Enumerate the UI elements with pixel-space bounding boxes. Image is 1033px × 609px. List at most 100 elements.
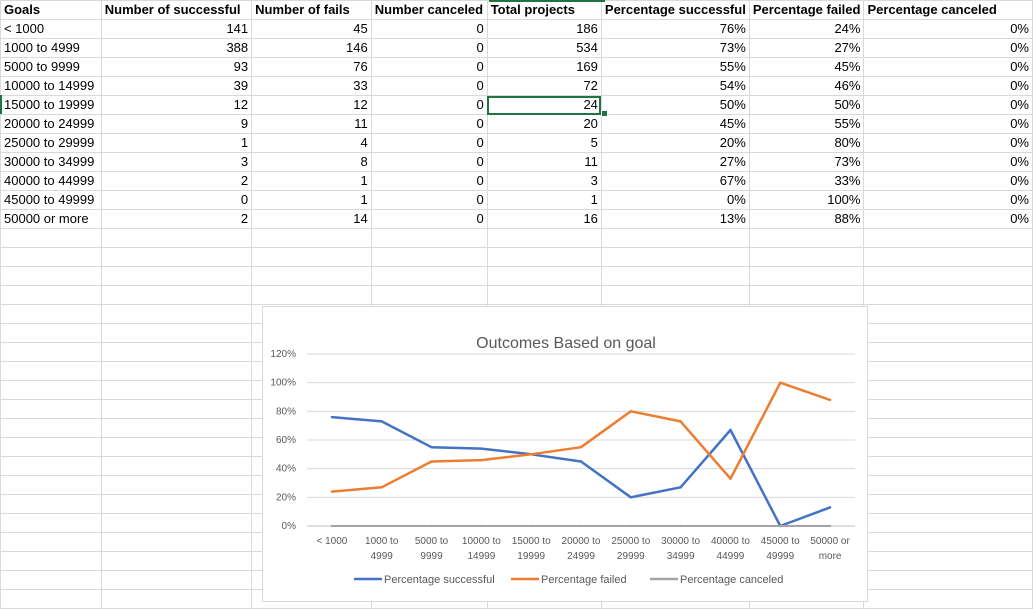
value-cell[interactable]: 0 (370, 171, 488, 191)
value-cell[interactable]: 1 (251, 171, 372, 191)
empty-cell[interactable] (863, 532, 1033, 552)
value-cell[interactable]: 0% (863, 57, 1033, 77)
value-cell[interactable]: 12 (251, 95, 372, 115)
goal-cell[interactable]: 10000 to 14999 (0, 76, 102, 96)
empty-cell[interactable] (863, 266, 1033, 286)
value-cell[interactable]: 0 (370, 190, 488, 210)
value-cell[interactable]: 14 (251, 209, 372, 229)
header-cell[interactable]: Number of successful (100, 0, 253, 20)
value-cell[interactable]: 54% (600, 76, 750, 96)
value-cell[interactable]: 50% (600, 95, 750, 115)
value-cell[interactable]: 0% (863, 114, 1033, 134)
value-cell[interactable]: 20 (486, 114, 602, 134)
value-cell[interactable]: 0% (863, 152, 1033, 172)
empty-cell[interactable] (0, 551, 102, 571)
value-cell[interactable]: 0 (370, 76, 488, 96)
value-cell[interactable]: 1 (100, 133, 253, 153)
empty-cell[interactable] (251, 266, 372, 286)
value-cell[interactable]: 534 (486, 38, 602, 58)
empty-cell[interactable] (863, 513, 1033, 533)
empty-cell[interactable] (0, 342, 102, 362)
empty-cell[interactable] (100, 342, 253, 362)
empty-cell[interactable] (100, 285, 253, 305)
value-cell[interactable]: 93 (100, 57, 253, 77)
value-cell[interactable]: 76 (251, 57, 372, 77)
empty-cell[interactable] (0, 437, 102, 457)
value-cell[interactable]: 11 (486, 152, 602, 172)
header-cell[interactable]: Percentage successful (600, 0, 750, 20)
header-cell[interactable]: Number canceled (370, 0, 488, 20)
empty-cell[interactable] (600, 228, 750, 248)
value-cell[interactable]: 0 (370, 95, 488, 115)
value-cell[interactable]: 0% (863, 95, 1033, 115)
empty-cell[interactable] (370, 266, 488, 286)
empty-cell[interactable] (748, 247, 865, 267)
value-cell[interactable]: 73% (748, 152, 865, 172)
value-cell[interactable]: 3 (486, 171, 602, 191)
value-cell[interactable]: 55% (748, 114, 865, 134)
value-cell[interactable]: 45% (748, 57, 865, 77)
empty-cell[interactable] (100, 361, 253, 381)
value-cell[interactable]: 9 (100, 114, 253, 134)
empty-cell[interactable] (863, 589, 1033, 609)
header-cell[interactable]: Total projects (486, 0, 602, 20)
empty-cell[interactable] (100, 399, 253, 419)
empty-cell[interactable] (0, 304, 102, 324)
value-cell[interactable]: 24 (486, 95, 602, 115)
empty-cell[interactable] (0, 494, 102, 514)
empty-cell[interactable] (251, 285, 372, 305)
empty-cell[interactable] (486, 247, 602, 267)
value-cell[interactable]: 45 (251, 19, 372, 39)
empty-cell[interactable] (0, 513, 102, 533)
empty-cell[interactable] (0, 589, 102, 609)
empty-cell[interactable] (0, 361, 102, 381)
value-cell[interactable]: 33 (251, 76, 372, 96)
empty-cell[interactable] (100, 494, 253, 514)
empty-cell[interactable] (0, 285, 102, 305)
empty-cell[interactable] (100, 418, 253, 438)
goal-cell[interactable]: 40000 to 44999 (0, 171, 102, 191)
empty-cell[interactable] (100, 247, 253, 267)
value-cell[interactable]: 20% (600, 133, 750, 153)
empty-cell[interactable] (0, 380, 102, 400)
empty-cell[interactable] (863, 323, 1033, 343)
empty-cell[interactable] (251, 228, 372, 248)
header-cell[interactable]: Number of fails (251, 0, 372, 20)
value-cell[interactable]: 55% (600, 57, 750, 77)
value-cell[interactable]: 73% (600, 38, 750, 58)
value-cell[interactable]: 0% (863, 76, 1033, 96)
value-cell[interactable]: 186 (486, 19, 602, 39)
value-cell[interactable]: 1 (251, 190, 372, 210)
value-cell[interactable]: 16 (486, 209, 602, 229)
goal-cell[interactable]: 15000 to 19999 (0, 95, 102, 115)
goal-cell[interactable]: 5000 to 9999 (0, 57, 102, 77)
value-cell[interactable]: 0 (370, 38, 488, 58)
empty-cell[interactable] (863, 304, 1033, 324)
empty-cell[interactable] (0, 323, 102, 343)
header-cell[interactable]: Goals (0, 0, 102, 20)
value-cell[interactable]: 50% (748, 95, 865, 115)
value-cell[interactable]: 24% (748, 19, 865, 39)
goal-cell[interactable]: 20000 to 24999 (0, 114, 102, 134)
value-cell[interactable]: 0% (863, 38, 1033, 58)
empty-cell[interactable] (600, 247, 750, 267)
value-cell[interactable]: 0 (370, 57, 488, 77)
fill-handle[interactable] (601, 110, 608, 117)
header-cell[interactable]: Percentage failed (748, 0, 865, 20)
value-cell[interactable]: 0% (863, 19, 1033, 39)
empty-cell[interactable] (0, 399, 102, 419)
empty-cell[interactable] (863, 342, 1033, 362)
value-cell[interactable]: 100% (748, 190, 865, 210)
empty-cell[interactable] (863, 247, 1033, 267)
value-cell[interactable]: 13% (600, 209, 750, 229)
empty-cell[interactable] (100, 532, 253, 552)
value-cell[interactable]: 4 (251, 133, 372, 153)
empty-cell[interactable] (100, 589, 253, 609)
line-chart[interactable]: Outcomes Based on goal 0% 20% 40% 60% 80% 100%… (262, 306, 868, 602)
value-cell[interactable]: 0% (600, 190, 750, 210)
value-cell[interactable]: 0 (370, 133, 488, 153)
goal-cell[interactable]: 25000 to 29999 (0, 133, 102, 153)
value-cell[interactable]: 0 (100, 190, 253, 210)
value-cell[interactable]: 67% (600, 171, 750, 191)
value-cell[interactable]: 1 (486, 190, 602, 210)
